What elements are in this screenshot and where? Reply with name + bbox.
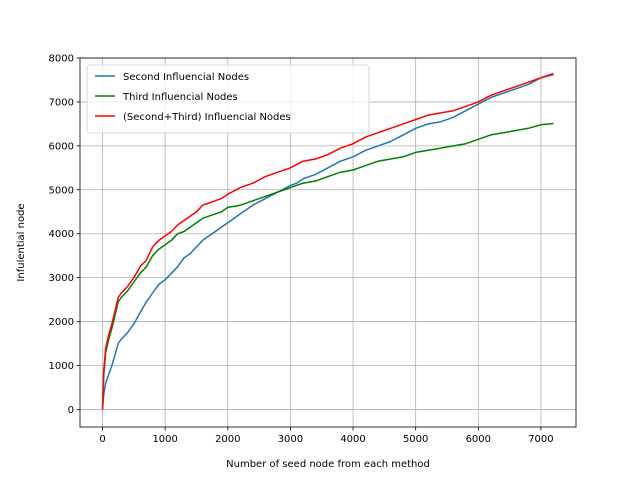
x-axis-ticks: 0 1000 2000 3000 4000 5000 6000 7000: [99, 427, 554, 445]
x-tick-label: 0: [99, 434, 105, 445]
series-line-2: [101, 122, 554, 410]
x-tick-label: 3000: [278, 434, 303, 445]
x-tick-label: 6000: [466, 434, 491, 445]
y-tick-label: 7000: [49, 97, 74, 108]
x-tick-label: 5000: [403, 434, 428, 445]
x-tick-label: 4000: [340, 434, 365, 445]
y-tick-label: 6000: [49, 141, 74, 152]
x-axis-label: Number of seed node from each method: [226, 459, 430, 470]
y-tick-label: 8000: [49, 54, 74, 65]
legend-label: Second Influencial Nodes: [123, 72, 249, 83]
y-tick-label: 0: [68, 405, 74, 416]
x-tick-label: 1000: [152, 434, 177, 445]
legend-box: [86, 64, 370, 134]
y-axis-ticks: 0 1000 2000 3000 4000 5000 6000 7000 8000: [49, 54, 80, 416]
y-tick-label: 3000: [49, 273, 74, 284]
y-tick-label: 5000: [49, 185, 74, 196]
y-axis-label: Infulential node: [16, 203, 27, 281]
y-tick-label: 1000: [49, 361, 74, 372]
y-tick-label: 2000: [49, 317, 74, 328]
x-tick-label: 2000: [215, 434, 240, 445]
x-tick-label: 7000: [528, 434, 553, 445]
y-tick-label: 4000: [49, 229, 74, 240]
series-line-3: [101, 72, 554, 410]
plot-frame: [79, 57, 577, 428]
series-lines: [101, 72, 554, 410]
series-line-1: [101, 73, 554, 410]
legend: Second Influencial Nodes Third Influencia…: [86, 64, 370, 134]
legend-label: Third Influencial Nodes: [122, 92, 238, 103]
legend-label: (Second+Third) Influencial Nodes: [123, 112, 291, 123]
